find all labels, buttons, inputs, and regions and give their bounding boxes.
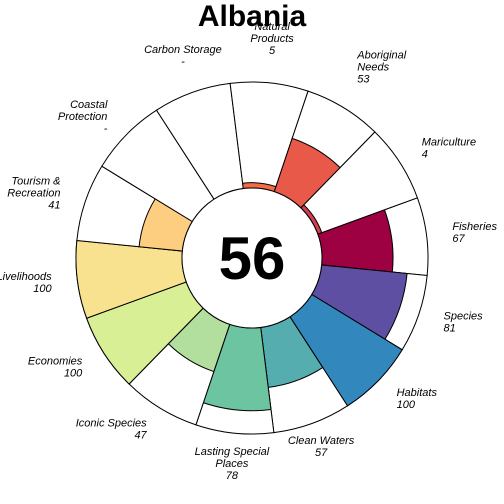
petal-label-carbon-storage: Carbon Storage - — [144, 44, 222, 68]
petal-value-economies: 100 — [64, 368, 83, 380]
chart-title: Albania — [198, 0, 307, 33]
petal-value-clean-waters: 57 — [315, 447, 328, 459]
petal-name-coastal-protection: Coastal — [70, 99, 108, 111]
petal-value-lasting-special-places: 78 — [226, 470, 239, 482]
petal-name-lasting-special-places: Places — [215, 458, 249, 470]
petal-label-aboriginal-needs: Aboriginal Needs 53 — [356, 50, 406, 86]
petal-label-livelihoods: Livelihoods 100 — [0, 271, 52, 295]
petal-value-tourism-and-recreation: 41 — [48, 200, 60, 212]
petal-name-fisheries: Fisheries — [452, 221, 497, 233]
petal-name-economies: Economies — [28, 356, 83, 368]
petal-name-species: Species — [444, 310, 484, 322]
petal-label-tourism-and-recreation: Tourism & Recreation 41 — [7, 176, 60, 212]
petal-name-tourism-and-recreation: Tourism & — [11, 176, 60, 188]
petal-name-carbon-storage: Carbon Storage — [144, 44, 222, 56]
petal-name-natural-products: Natural — [254, 21, 290, 33]
petal-label-economies: Economies 100 — [28, 356, 83, 380]
petal-name-clean-waters: Clean Waters — [288, 435, 355, 447]
petal-value-mariculture: 4 — [422, 148, 428, 160]
petal-label-iconic-species: Iconic Species 47 — [76, 417, 148, 441]
petal-layer — [75, 81, 429, 435]
petal-value-livelihoods: 100 — [33, 283, 52, 295]
petal-value-species: 81 — [444, 322, 456, 334]
petal-value-fisheries: 67 — [452, 233, 465, 245]
petal-label-fisheries: Fisheries 67 — [452, 221, 497, 245]
center-score: 56 — [219, 225, 286, 292]
petal-name-livelihoods: Livelihoods — [0, 271, 52, 283]
petal-label-natural-products: Natural Products 5 — [250, 21, 294, 57]
petal-value-aboriginal-needs: 53 — [357, 74, 370, 86]
petal-label-lasting-special-places: Lasting Special Places 78 — [195, 446, 270, 482]
petal-value-habitats: 100 — [397, 399, 416, 411]
petal-name-aboriginal-needs: Needs — [357, 62, 389, 74]
petal-name-aboriginal-needs: Aboriginal — [356, 50, 406, 62]
petal-name-natural-products: Products — [250, 33, 294, 45]
petal-name-tourism-and-recreation: Recreation — [7, 188, 60, 200]
center-circle — [181, 187, 323, 329]
petal-label-clean-waters: Clean Waters 57 — [288, 435, 355, 459]
petal-label-species: Species 81 — [444, 310, 484, 334]
petal-label-coastal-protection: Coastal Protection - — [58, 99, 108, 135]
petal-label-habitats: Habitats 100 — [397, 387, 438, 411]
petal-value-iconic-species: 47 — [134, 429, 147, 441]
petal-name-mariculture: Mariculture — [422, 136, 476, 148]
petal-value-coastal-protection: - — [104, 123, 108, 135]
petal-name-iconic-species: Iconic Species — [76, 417, 147, 429]
petal-value-natural-products: 5 — [269, 45, 276, 57]
petal-name-coastal-protection: Protection — [58, 111, 108, 123]
petal-name-habitats: Habitats — [397, 387, 438, 399]
petal-value-carbon-storage: - — [181, 56, 185, 68]
petal-label-mariculture: Mariculture 4 — [422, 136, 476, 160]
petal-name-lasting-special-places: Lasting Special — [195, 446, 270, 458]
